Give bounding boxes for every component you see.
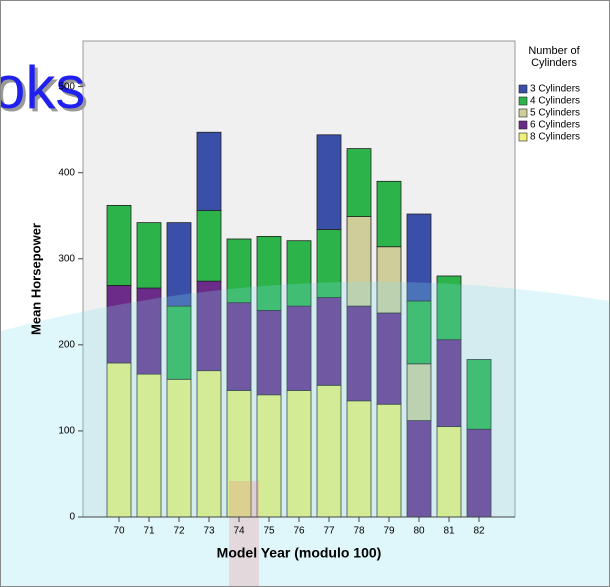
- x-tick-label: 79: [383, 526, 395, 537]
- legend-title: Number of Cylinders: [528, 45, 580, 69]
- bar-segment: [196, 131, 222, 211]
- x-tick-label: 74: [233, 526, 245, 537]
- bar-segment: [346, 216, 372, 307]
- legend-label: 4 Cylinders: [530, 96, 580, 107]
- bar-segment: [436, 275, 462, 341]
- watermark: oks: [1, 54, 85, 121]
- bar-segment: [406, 300, 432, 365]
- y-tick-label: 400: [58, 167, 75, 178]
- bar-segment: [286, 390, 312, 518]
- bar-segment: [166, 378, 192, 518]
- bar-segment: [316, 384, 342, 518]
- bar-segment: [406, 420, 432, 518]
- bar-segment: [106, 362, 132, 518]
- bar-segment: [346, 305, 372, 402]
- bar-segment: [196, 210, 222, 282]
- bar-segment: [316, 229, 342, 298]
- bar-segment: [286, 305, 312, 391]
- bar-segment: [226, 238, 252, 304]
- bar-segment: [376, 312, 402, 405]
- bar-segment: [136, 287, 162, 375]
- bar-segment: [376, 180, 402, 248]
- legend-swatch: [518, 96, 528, 106]
- x-tick-label: 70: [113, 526, 125, 537]
- bar-segment: [466, 359, 492, 430]
- bar-segment: [406, 213, 432, 302]
- x-tick-label: 78: [353, 526, 365, 537]
- y-tick-label: 0: [69, 512, 75, 523]
- bar-segment: [106, 205, 132, 286]
- y-tick-label: 500: [58, 81, 75, 92]
- y-tick-label: 200: [58, 339, 75, 350]
- x-tick-label: 82: [473, 526, 485, 537]
- bar-segment: [286, 240, 312, 307]
- bar-segment: [226, 390, 252, 518]
- legend-swatch: [518, 108, 528, 118]
- y-tick-label: 300: [58, 253, 75, 264]
- legend-label: 6 Cylinders: [530, 120, 580, 131]
- x-tick-label: 80: [413, 526, 425, 537]
- x-tick-label: 75: [263, 526, 275, 537]
- bar-segment: [136, 373, 162, 518]
- bar-segment: [166, 222, 192, 307]
- legend-swatch: [518, 84, 528, 94]
- legend-swatch: [518, 132, 528, 142]
- y-tick-label: 100: [58, 426, 75, 437]
- bar-segment: [136, 222, 162, 289]
- bar-segment: [316, 134, 342, 230]
- watermark-shape: [1, 281, 609, 586]
- watermark-shadow: oks: [1, 57, 88, 124]
- bar-segment: [226, 302, 252, 391]
- bar-segment: [406, 363, 432, 421]
- legend-label: 5 Cylinders: [530, 108, 580, 119]
- x-tick-label: 72: [173, 526, 185, 537]
- x-tick-label: 73: [203, 526, 215, 537]
- bar-segment: [316, 297, 342, 386]
- bar-segment: [196, 370, 222, 518]
- x-tick-label: 81: [443, 526, 455, 537]
- bar-segment: [376, 246, 402, 314]
- legend-label: 8 Cylinders: [530, 132, 580, 143]
- bar-segment: [346, 148, 372, 217]
- bar-segment: [196, 280, 222, 372]
- bar-segment: [166, 305, 192, 380]
- y-axis-label: Mean Horsepower: [28, 223, 43, 335]
- watermark-shape: [229, 481, 259, 586]
- x-tick-label: 76: [293, 526, 305, 537]
- x-axis-label: Model Year (modulo 100): [217, 545, 382, 561]
- legend-swatch: [518, 120, 528, 130]
- x-tick-label: 71: [143, 526, 155, 537]
- legend-label: 3 Cylinders: [530, 84, 580, 95]
- x-tick-label: 77: [323, 526, 335, 537]
- bar-segment: [256, 235, 282, 311]
